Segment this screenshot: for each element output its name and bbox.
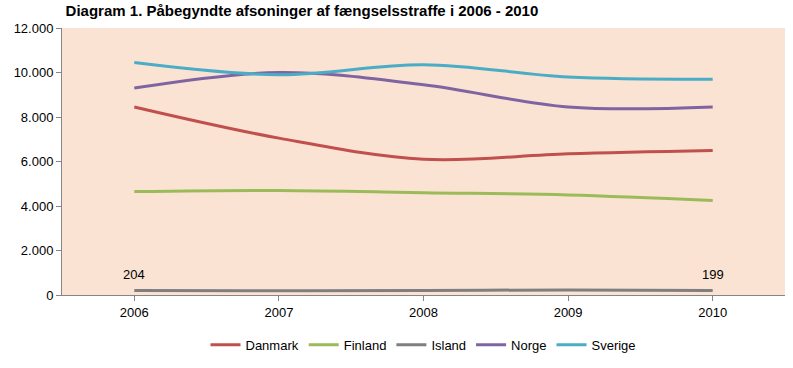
svg-text:6.000: 6.000 [21,154,54,169]
svg-text:10.000: 10.000 [14,65,54,80]
svg-text:2009: 2009 [554,305,583,320]
svg-text:2007: 2007 [264,305,293,320]
svg-text:Norge: Norge [511,338,546,353]
svg-text:2008: 2008 [409,305,438,320]
svg-text:Island: Island [431,338,466,353]
svg-text:Danmark: Danmark [246,338,299,353]
svg-text:2010: 2010 [698,305,727,320]
svg-text:2006: 2006 [120,305,149,320]
svg-text:Sverige: Sverige [592,338,636,353]
svg-text:8.000: 8.000 [21,110,54,125]
svg-text:Diagram 1. Påbegyndte afsoning: Diagram 1. Påbegyndte afsoninger af fæng… [66,2,539,19]
svg-text:Finland: Finland [344,338,387,353]
svg-text:0: 0 [46,288,53,303]
svg-text:2.000: 2.000 [21,243,54,258]
svg-text:12.000: 12.000 [14,21,54,36]
svg-text:199: 199 [702,267,724,282]
svg-text:204: 204 [123,267,145,282]
svg-text:4.000: 4.000 [21,199,54,214]
